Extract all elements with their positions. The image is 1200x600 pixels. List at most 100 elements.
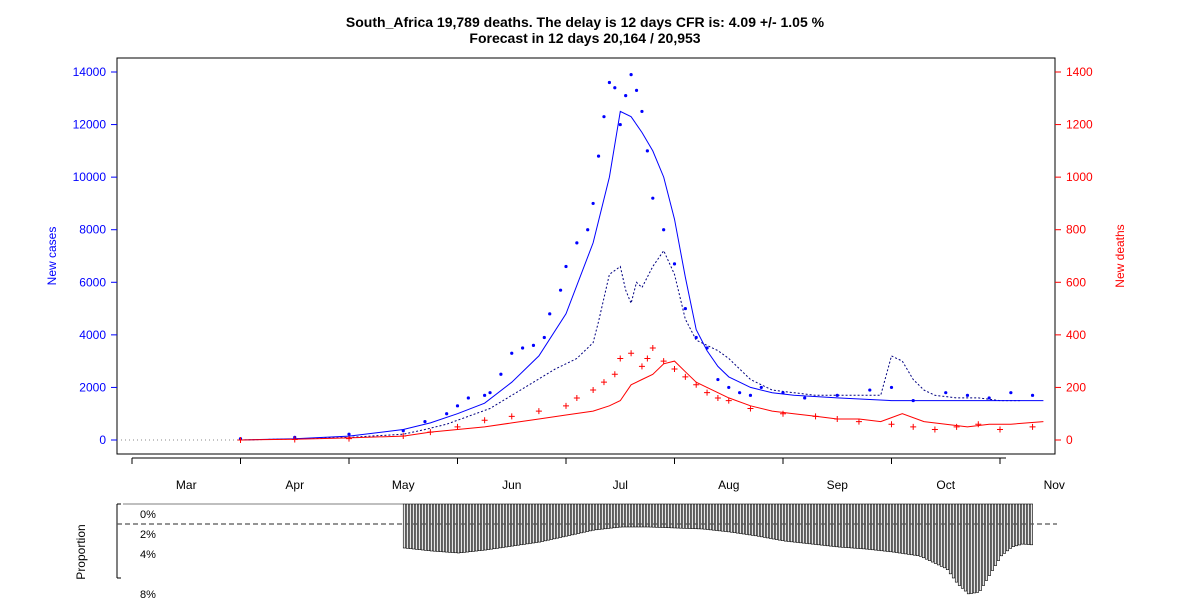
proportion-bar	[543, 503, 547, 542]
proportion-tick-label: 8%	[140, 589, 156, 600]
forecast-line	[240, 249, 1022, 441]
proportion-bar	[795, 503, 799, 543]
x-tick-label: Jul	[613, 478, 628, 492]
y-axis-label: New cases	[45, 227, 59, 286]
proportion-bar	[1017, 503, 1021, 546]
cases-point	[651, 196, 655, 200]
cases-point	[531, 343, 536, 347]
deaths-point	[535, 408, 542, 415]
deaths-point	[975, 421, 982, 428]
y2-tick-label: 1400	[1066, 65, 1093, 79]
proportion-bar	[570, 503, 574, 536]
proportion-bar	[828, 503, 832, 547]
cases-point	[803, 396, 807, 400]
proportion-bar	[708, 503, 712, 531]
chart-subtitle: Forecast in 12 days 20,164 / 20,953	[469, 30, 701, 46]
deaths-point	[346, 435, 352, 442]
proportion-bar	[867, 503, 871, 550]
proportion-bar	[687, 503, 691, 529]
proportion-bar	[759, 503, 763, 538]
deaths-point	[481, 417, 488, 424]
proportion-bar	[969, 503, 973, 594]
proportion-bar	[789, 503, 793, 543]
proportion-bar	[585, 503, 589, 532]
proportion-bar	[765, 503, 769, 539]
proportion-bar	[594, 503, 598, 531]
proportion-bar	[726, 503, 730, 533]
cases-point	[911, 398, 915, 403]
cases-point	[499, 372, 503, 376]
cases-point	[759, 385, 763, 390]
cases-point	[1009, 391, 1013, 395]
proportion-panel: 0% 2% 4% 8% Proportion	[74, 503, 1057, 600]
proportion-bar	[483, 503, 487, 551]
y2-tick-label: 1200	[1066, 118, 1093, 132]
proportion-bar	[849, 503, 853, 549]
proportion-bar	[747, 503, 751, 536]
deaths-point	[573, 394, 580, 401]
proportion-bar	[864, 503, 868, 550]
proportion-bar	[624, 503, 628, 528]
proportion-bar	[465, 503, 469, 553]
y2-tick-label: 400	[1066, 328, 1086, 342]
proportion-bar	[402, 503, 406, 549]
deaths-point	[237, 437, 244, 443]
proportion-bar	[648, 503, 652, 528]
y-tick-label: 10000	[73, 170, 107, 184]
deaths-point	[834, 415, 841, 422]
proportion-bar	[753, 503, 757, 537]
proportion-bar	[510, 503, 514, 547]
proportion-bar	[768, 503, 772, 539]
proportion-bar	[600, 503, 604, 530]
proportion-bar	[591, 503, 595, 531]
proportion-bar	[630, 503, 634, 528]
cases-point	[748, 393, 753, 397]
proportion-bar	[783, 503, 787, 542]
proportion-bar	[936, 503, 940, 566]
proportion-bar	[825, 503, 829, 547]
cases-point	[575, 241, 579, 245]
proportion-bar	[957, 503, 961, 586]
proportion-bar	[432, 503, 436, 552]
proportion-bar	[924, 503, 928, 560]
proportion-bar	[975, 503, 979, 593]
proportion-bar	[699, 503, 703, 530]
proportion-bar	[858, 503, 862, 549]
proportion-bar	[576, 503, 580, 534]
deaths-point	[693, 381, 700, 388]
proportion-bar	[480, 503, 484, 551]
cases-point	[613, 86, 617, 90]
proportion-bar	[897, 503, 901, 554]
proportion-bar	[477, 503, 481, 552]
deaths-point	[400, 433, 407, 440]
proportion-bar	[420, 503, 424, 551]
cases-point	[634, 88, 639, 92]
x-tick-label: Apr	[285, 478, 304, 492]
proportion-bar	[750, 503, 754, 536]
cases-point	[705, 346, 709, 350]
proportion-bar	[711, 503, 715, 531]
proportion-bar	[834, 503, 838, 548]
proportion-bar	[846, 503, 850, 549]
proportion-bar	[939, 503, 943, 567]
cases-point	[645, 149, 649, 153]
proportion-bar	[999, 503, 1003, 557]
deaths-point	[855, 418, 862, 425]
proportion-bar	[714, 503, 718, 531]
cases-smooth-line	[240, 110, 1044, 441]
proportion-bar	[588, 503, 592, 532]
deaths-point	[997, 426, 1003, 433]
x-tick-label: May	[392, 478, 415, 492]
proportion-tick-label: 2%	[140, 529, 156, 541]
cases-point	[1030, 393, 1035, 397]
proportion-bar	[945, 503, 949, 570]
deaths-point	[508, 413, 515, 420]
proportion-bar	[558, 503, 562, 538]
proportion-bar	[471, 503, 475, 552]
cases-point	[781, 391, 785, 395]
proportion-bar	[732, 503, 736, 533]
proportion-bar	[669, 503, 673, 529]
proportion-bar	[561, 503, 565, 538]
cases-point	[521, 346, 525, 350]
cases-point	[602, 115, 606, 119]
